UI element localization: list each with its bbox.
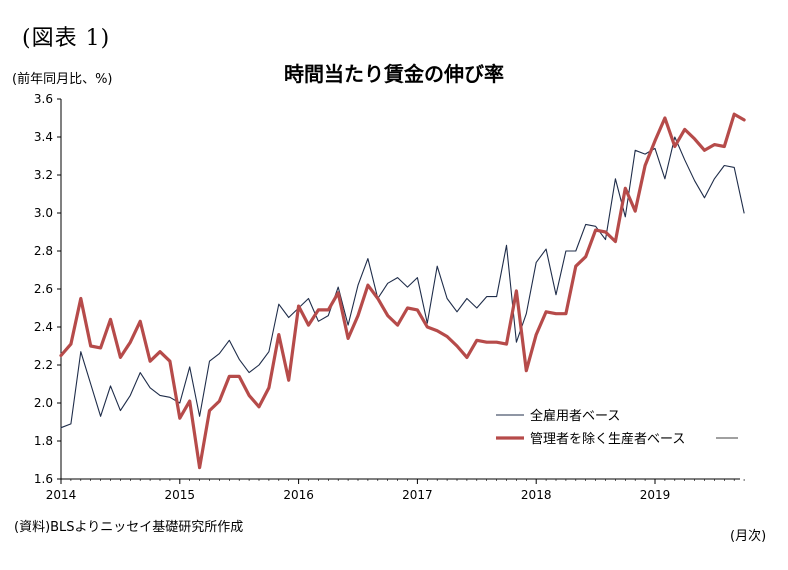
x-tick-label: 2014 [46,488,77,502]
y-tick-label: 3.2 [34,168,53,182]
y-tick-label: 2.0 [34,396,53,410]
y-tick-label: 2.8 [34,244,53,258]
x-tick-label: 2019 [640,488,671,502]
chart-axes [60,99,740,480]
y-tick-label: 3.4 [34,130,53,144]
y-tick-label: 2.4 [34,320,53,334]
series-line-1 [60,136,745,429]
x-tick-label: 2017 [402,488,433,502]
period-label: (月次) [730,529,767,544]
figure-label: (図表 1) [22,26,111,51]
y-tick-label: 1.6 [34,472,53,486]
series-line-2 [59,112,746,470]
y-tick-label: 3.0 [34,206,53,220]
source-note: (資料)BLSよりニッセイ基礎研究所作成 [14,520,244,535]
chart-title: 時間当たり賃金の伸び率 [284,62,504,86]
x-tick-label: 2016 [283,488,314,502]
y-tick-label: 2.2 [34,358,53,372]
y-tick-label: 1.8 [34,434,53,448]
x-tick-labels: 2014 2015 2016 2017 2018 2019 [46,479,745,502]
legend-label-1: 全雇用者ベース [530,408,620,424]
series-lines [59,112,746,470]
legend-label-2: 管理者を除く生産者ベース [530,431,685,447]
x-tick-label: 2015 [165,488,196,502]
x-tick-label: 2018 [521,488,552,502]
y-axis-unit-label: (前年同月比、%) [12,72,113,87]
y-tick-label: 3.6 [34,92,53,106]
y-tick-label: 2.6 [34,282,53,296]
y-tick-labels: 1.6 1.8 2.0 2.2 2.4 2.6 2.8 3.0 3.2 3.4 3.6 [34,92,61,486]
